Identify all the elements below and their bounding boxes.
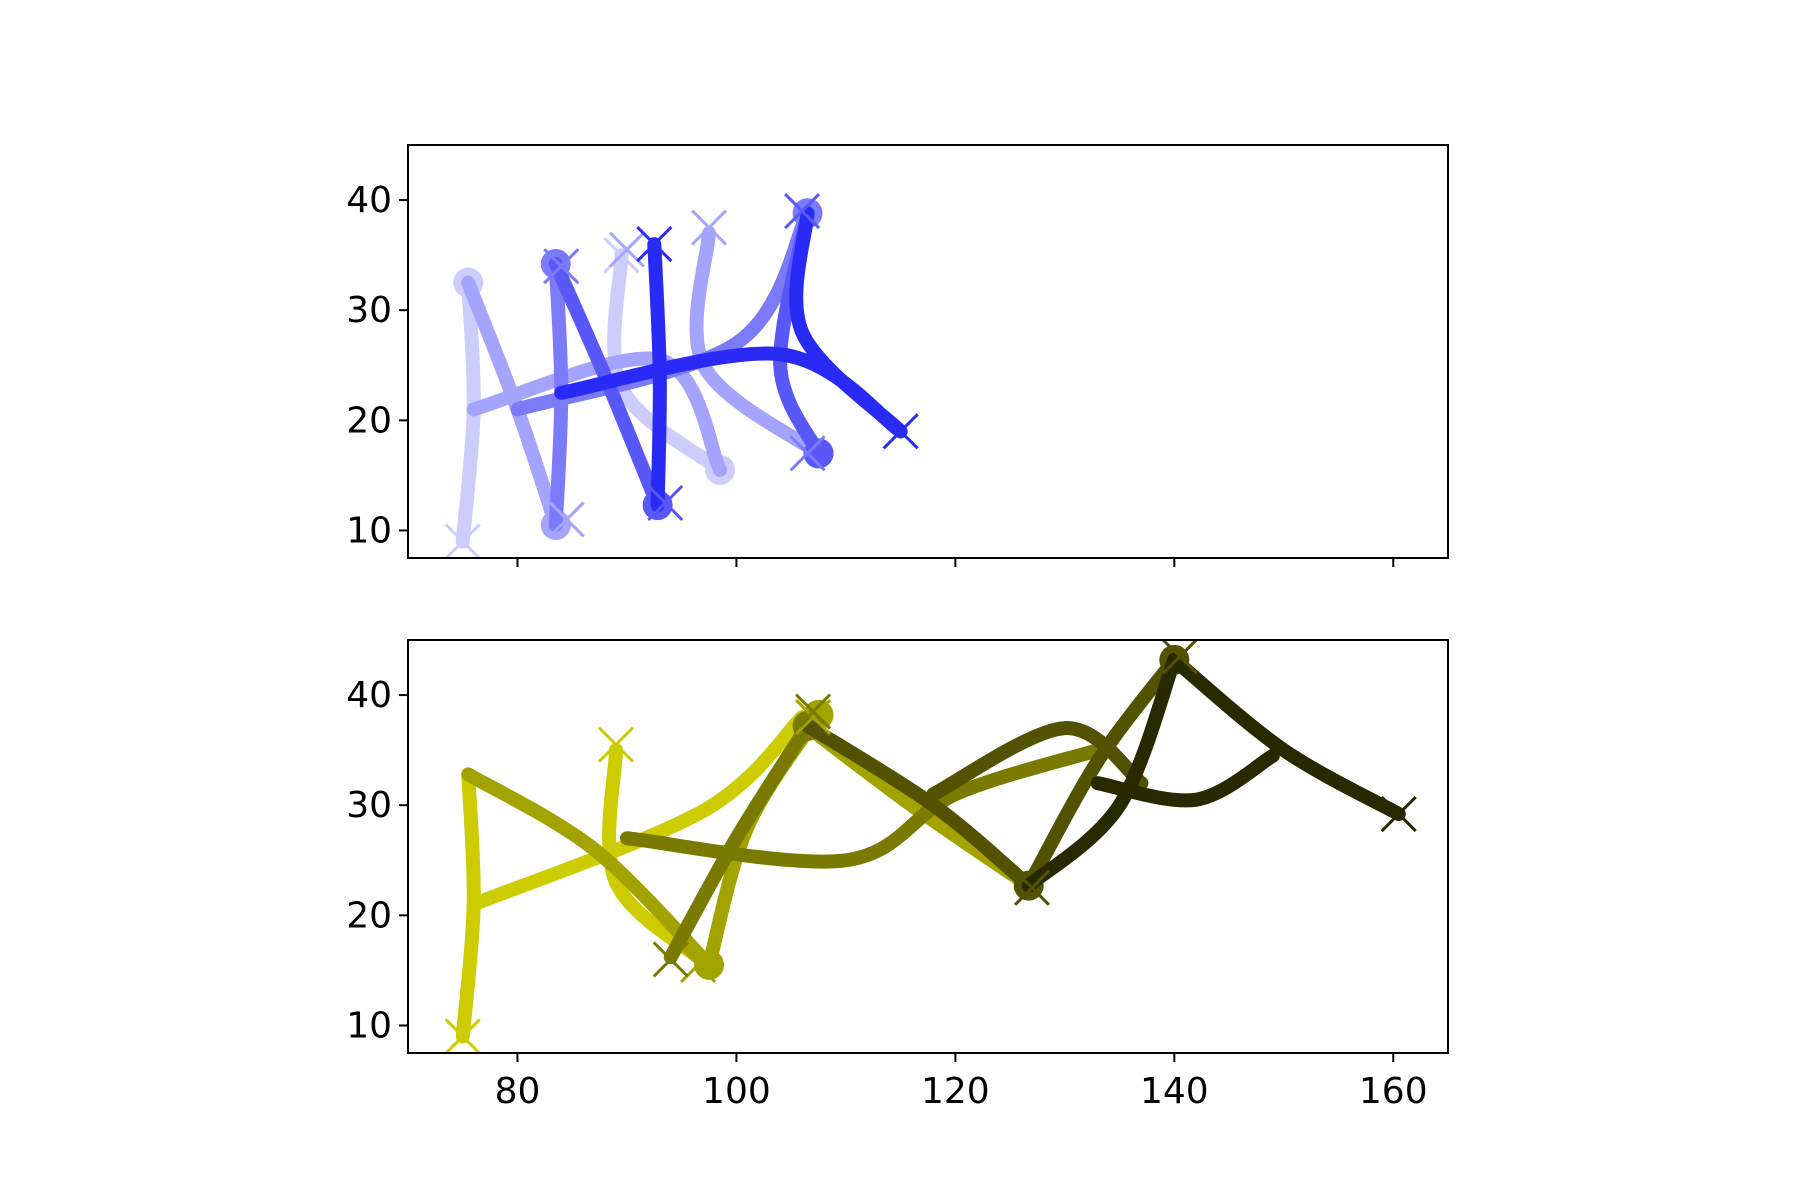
trajectory-line: [1021, 652, 1182, 893]
cross-marker: [652, 941, 689, 978]
cross-marker: [1161, 640, 1198, 675]
trajectory-line: [789, 206, 908, 439]
cross-marker: [597, 726, 635, 763]
trajectory-line: [619, 743, 1105, 869]
cross-marker: [1380, 795, 1417, 833]
y-tick-label: 40: [346, 675, 392, 716]
cross-marker: [794, 699, 832, 736]
trajectory-line: [1021, 652, 1182, 893]
cross-marker: [789, 435, 826, 472]
plot-area-bottom: [407, 639, 1449, 1054]
trajectory-line: [1090, 748, 1280, 808]
cross-marker: [548, 501, 585, 538]
y-tick-label: 30: [346, 785, 392, 826]
cross-marker: [690, 209, 728, 246]
cross-marker: [444, 1018, 481, 1053]
cross-marker: [636, 226, 673, 263]
cross-marker: [543, 248, 580, 285]
axes-border: [407, 144, 1449, 559]
x-tick-label: 80: [495, 1071, 541, 1112]
x-tick-label: 120: [921, 1071, 990, 1112]
x-tick-label: 140: [1140, 1071, 1209, 1112]
cross-marker: [444, 523, 481, 558]
trajectory-line: [926, 721, 1149, 802]
y-tick-label: 10: [346, 1005, 392, 1046]
axes-top-panel: 10 20 30 40: [346, 144, 1449, 567]
tick-layer-bottom: 10 20 30 40 80 100 120 140 160: [346, 639, 1449, 1112]
trajectory-line: [800, 718, 1036, 893]
cross-marker: [647, 484, 684, 521]
axes-border: [407, 639, 1449, 1054]
y-tick-label: 40: [346, 180, 392, 221]
tick-layer-top: 10 20 30 40: [346, 144, 1449, 567]
trajectory-end-point: [803, 438, 834, 469]
trajectory-layer-bottom: [444, 640, 1417, 1053]
cross-marker: [784, 193, 821, 230]
axes-bottom-panel: 10 20 30 40 80 100 120 140 160: [346, 639, 1449, 1112]
trajectory-layer-top: [444, 193, 919, 558]
trajectory-line: [663, 718, 815, 965]
y-tick-label: 30: [346, 290, 392, 331]
trajectory-line: [466, 710, 810, 912]
cross-marker: [882, 413, 919, 450]
x-tick-label: 100: [702, 1071, 771, 1112]
trajectory-line: [1167, 652, 1406, 822]
y-tick-label: 10: [346, 510, 392, 551]
x-tick-label: 160: [1359, 1071, 1428, 1112]
cross-marker: [794, 693, 832, 730]
y-tick-label: 20: [346, 400, 392, 441]
y-tick-label: 20: [346, 895, 392, 936]
cross-marker: [1013, 869, 1051, 906]
plot-area-top: [407, 144, 1449, 559]
